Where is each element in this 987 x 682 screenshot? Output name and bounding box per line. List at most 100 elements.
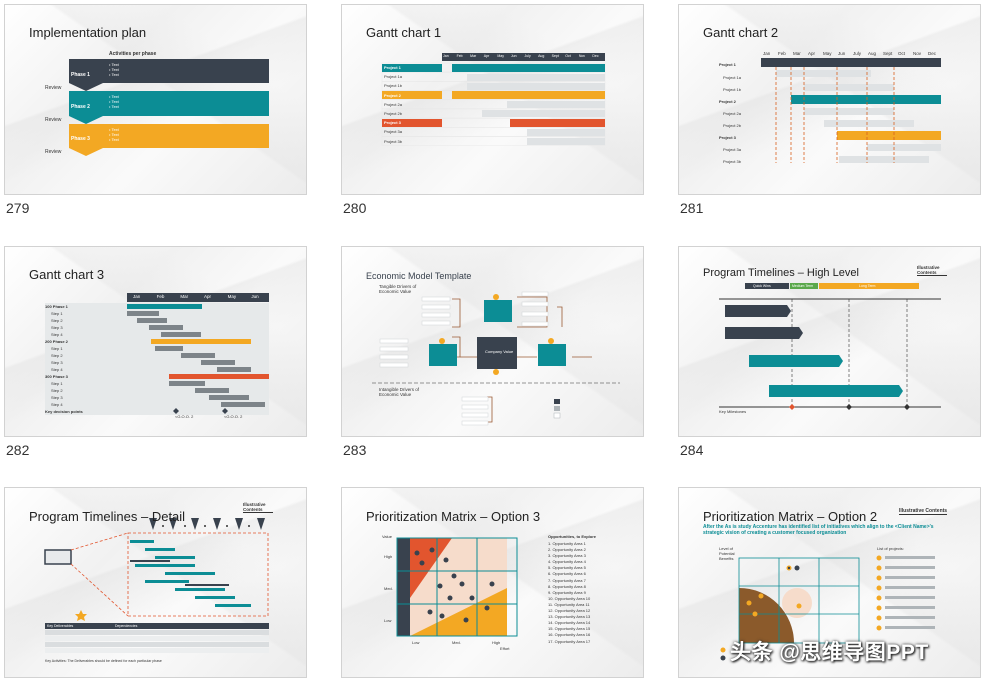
slide-number: 282 bbox=[6, 442, 30, 458]
gantt-row-label: Key decision points bbox=[45, 409, 83, 414]
opportunity-item: 13. Opportunity Area 13 bbox=[548, 614, 591, 620]
gantt-row-label: Project 2a bbox=[384, 101, 403, 107]
opportunity-item: 4. Opportunity Area 4 bbox=[548, 559, 586, 565]
project-list-title: List of projects: bbox=[877, 546, 904, 551]
gantt-month-label: Oct bbox=[898, 51, 906, 56]
gantt-row-label: Project 3b bbox=[723, 159, 742, 164]
opportunity-item: 7. Opportunity Area 7 bbox=[548, 577, 586, 583]
illustrative-tag: Illustrative Contents bbox=[899, 508, 948, 515]
gantt-month-label: Jun bbox=[838, 51, 846, 56]
gantt-chart-3 bbox=[45, 293, 269, 415]
watermark-text: 头条 @思维导图PPT bbox=[730, 641, 929, 664]
phase-3-label: Phase 3 bbox=[71, 136, 90, 142]
slide-number: 281 bbox=[680, 200, 704, 216]
gantt-month-label: Dec bbox=[592, 54, 599, 58]
prioritization-matrix-3 bbox=[396, 537, 518, 637]
slide-preview: Prioritization Matrix – Option 3 Value bbox=[341, 487, 644, 678]
table-header-deliverables: Key Deliverables bbox=[47, 624, 74, 628]
gantt-row-label: 300 Phase 3 bbox=[45, 374, 68, 379]
gantt-row-label: Project 2a bbox=[723, 111, 742, 116]
gantt-month-label: Nov bbox=[913, 51, 922, 56]
gantt-month-label: Feb bbox=[456, 54, 463, 58]
phase-2-items: • Text • Text • Text bbox=[109, 94, 119, 109]
gantt-row-label: Project 2b bbox=[384, 111, 403, 116]
gantt-row-label: Step 2 bbox=[51, 388, 63, 393]
opportunity-item: 1. Opportunity Area 1 bbox=[548, 541, 586, 546]
gantt-month-label: Dec bbox=[928, 51, 937, 56]
gantt-month-label: Feb bbox=[156, 294, 165, 299]
slide-preview: Implementation plan Activities per phase… bbox=[4, 4, 307, 195]
y-axis-label: Value bbox=[382, 534, 392, 539]
gantt-row-label: Step 3 bbox=[51, 360, 63, 365]
x-tick-low: Low bbox=[412, 640, 420, 645]
y-tick-high: High bbox=[384, 554, 393, 559]
gantt-month-label: Nov bbox=[578, 54, 586, 58]
gantt-row-label: Step 3 bbox=[51, 395, 63, 400]
gantt-row-label: Project 3b bbox=[384, 138, 403, 144]
decision-point-label: <G.O.O. 2 bbox=[224, 414, 243, 419]
gantt-row-label: Step 2 bbox=[51, 318, 63, 323]
gantt-month-label: Apr bbox=[204, 294, 212, 299]
gantt-month-label: July bbox=[524, 54, 531, 58]
timeline-diagram bbox=[719, 283, 941, 410]
gantt-month-label: Apr bbox=[808, 51, 816, 56]
slide-preview: Economic Model Template Tangible Drivers… bbox=[341, 246, 644, 437]
y-tick-low: Low bbox=[384, 618, 392, 623]
gantt-row-label: 100 Phase 1 bbox=[45, 304, 68, 309]
economic-model-diagram bbox=[372, 291, 620, 426]
phase-2-label: Phase 2 bbox=[71, 104, 90, 110]
gantt-month-label: Apr bbox=[483, 54, 490, 58]
gantt-month-label: Aug bbox=[868, 51, 877, 56]
x-axis-label: Effort bbox=[500, 646, 510, 651]
key-milestones-label: Key Milestones bbox=[719, 409, 747, 414]
slide-title: Gantt chart 3 bbox=[29, 267, 105, 282]
slide-number: 279 bbox=[6, 200, 30, 216]
gantt-month-label: Jun bbox=[251, 294, 259, 299]
slide-preview: Gantt chart 1 Jan Feb Mar Apr May Jun July Aug S… bbox=[341, 4, 644, 195]
slide-preview: Prioritization Matrix – Option 2 Illustr… bbox=[678, 487, 981, 678]
gantt-month-label: Mar bbox=[180, 294, 189, 299]
opportunity-item: 9. Opportunity Area 9 bbox=[548, 589, 586, 595]
gantt-month-label: May bbox=[227, 294, 237, 299]
gantt-month-label: Jan bbox=[133, 294, 141, 299]
opportunity-item: 3. Opportunity Area 3 bbox=[548, 553, 586, 559]
gantt-month-label: Oct bbox=[565, 54, 571, 58]
illustrative-tag: Illustrative Contents bbox=[917, 265, 947, 276]
gantt-row-label: 200 Phase 2 bbox=[45, 339, 68, 344]
gantt-month-label: Mar bbox=[793, 51, 801, 56]
matrix-subtitle: After the As is study Accenture has iden… bbox=[703, 524, 934, 536]
illustrative-tag: Illustrative Contents bbox=[243, 502, 273, 513]
gantt-row-label: Step 1 bbox=[51, 311, 63, 316]
slide-preview: Program Timelines – Detail Illustrative … bbox=[4, 487, 307, 678]
tangible-drivers-label: Tangible Drivers of Economic Value bbox=[379, 284, 417, 294]
gantt-row-label: Step 1 bbox=[51, 381, 63, 386]
gantt-row-label: Project 3a bbox=[723, 147, 742, 152]
gantt-month-label: Jan bbox=[443, 54, 449, 58]
gantt-month-label: Feb bbox=[778, 51, 786, 56]
gantt-row-label: Step 1 bbox=[51, 346, 63, 351]
opportunity-item: 2. Opportunity Area 2 bbox=[548, 547, 586, 553]
gantt-row-label: Project 2 bbox=[384, 92, 401, 98]
phase-1-items: • Text • Text • Text bbox=[109, 62, 119, 77]
opportunity-list: 1. Opportunity Area 1 2. Opportunity Area… bbox=[548, 541, 590, 645]
company-value-label: Company Value bbox=[485, 349, 514, 354]
slide-title: Gantt chart 2 bbox=[703, 25, 779, 40]
prioritization-matrix-2 bbox=[720, 555, 935, 661]
slide-number: 280 bbox=[343, 200, 367, 216]
slide-title: Gantt chart 1 bbox=[366, 25, 442, 40]
y-axis-label: Level of Potential Benefits bbox=[719, 546, 735, 561]
opportunity-item: 10. Opportunity Area 10 bbox=[548, 595, 591, 601]
gantt-row-label: Step 4 bbox=[51, 402, 63, 407]
opportunity-item: 15. Opportunity Area 15 bbox=[548, 626, 591, 632]
slide-title: Implementation plan bbox=[29, 25, 147, 40]
opportunity-item: 8. Opportunity Area 8 bbox=[548, 583, 586, 589]
slide-preview: Program Timelines – High Level Illustrat… bbox=[678, 246, 981, 437]
opportunity-item: 17. Opportunity Area 17 bbox=[548, 638, 591, 644]
gantt-row-label: Project 1 bbox=[384, 65, 401, 70]
gantt-row-label: Project 3 bbox=[384, 120, 401, 126]
gantt-row-label: Step 4 bbox=[51, 332, 63, 337]
gantt-row-label: Project 2b bbox=[723, 123, 742, 128]
gantt-month-label: Jan bbox=[763, 51, 771, 56]
detail-footnote: Key Activities: The Deliverables should … bbox=[45, 659, 162, 663]
phase-diagram bbox=[69, 59, 269, 156]
